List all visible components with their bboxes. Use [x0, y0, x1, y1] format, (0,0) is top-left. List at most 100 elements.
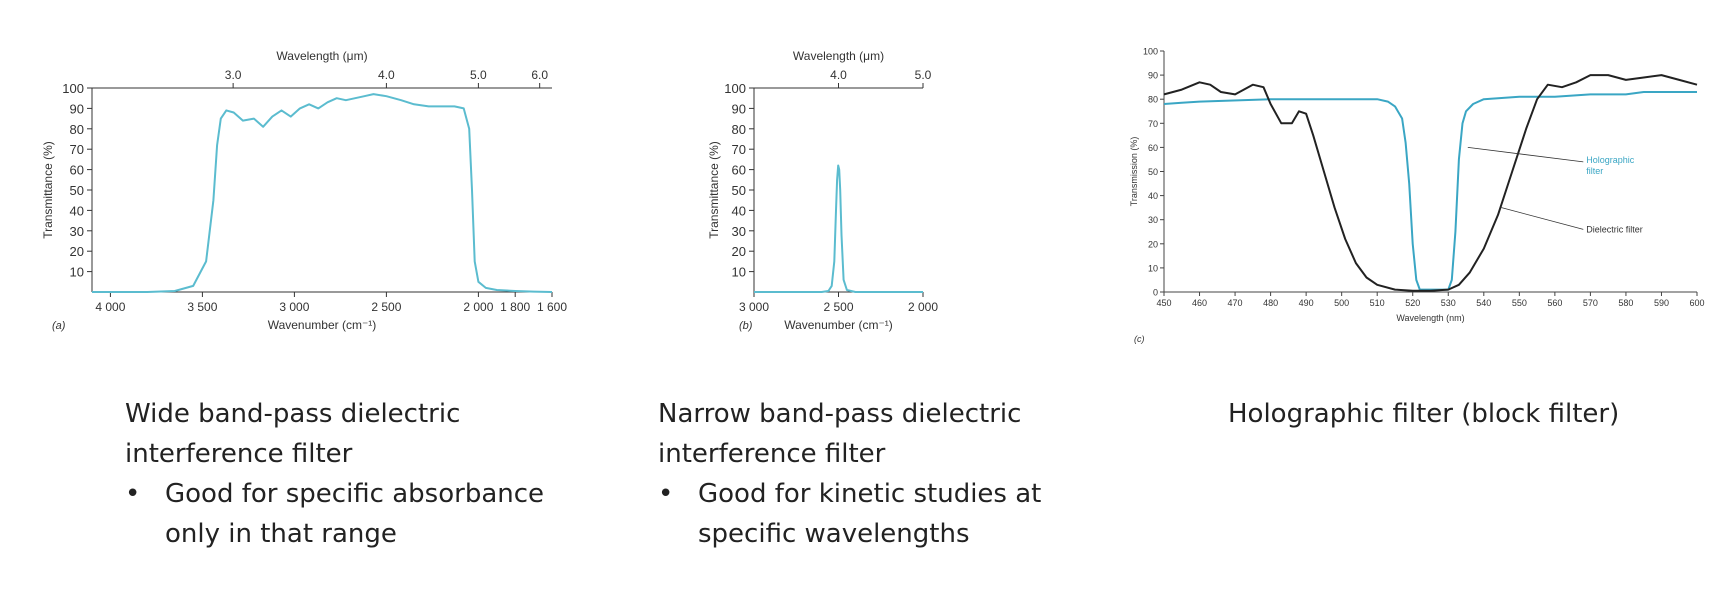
- y-tick-label: 20: [1148, 239, 1158, 249]
- top-tick-label: 3.0: [225, 68, 242, 82]
- x-tick-label: 490: [1299, 298, 1314, 308]
- dielectric-leader-line: [1501, 207, 1584, 230]
- y-tick-label: 40: [1148, 191, 1158, 201]
- y-tick-label: 20: [732, 244, 746, 259]
- y-tick-label: 50: [1148, 167, 1158, 177]
- top-tick-label: 5.0: [915, 68, 932, 82]
- x-tick-label: 1 600: [537, 300, 567, 314]
- x-axis-title: Wavelength (nm): [1396, 313, 1464, 323]
- y-tick-label: 30: [70, 224, 84, 239]
- y-tick-label: 70: [732, 142, 746, 157]
- y-tick-label: 90: [732, 101, 746, 116]
- holographic-filter-line: [1163, 91, 1697, 291]
- x-tick-label: 460: [1192, 298, 1207, 308]
- x-tick-label: 590: [1654, 298, 1669, 308]
- y-axis-title: Transmittance (%): [707, 141, 721, 239]
- y-tick-label: 10: [1148, 263, 1158, 273]
- caption-bullet: Good for specific absorbance only in tha…: [125, 474, 565, 554]
- y-tick-label: 0: [1153, 288, 1158, 298]
- x-tick-label: 560: [1547, 298, 1562, 308]
- chart-c-axes: 0 10 20 30 40 50 60 70 80 90 100 450 460 470 480 490 500…: [1129, 47, 1705, 345]
- dielectric-filter-line: [1163, 74, 1698, 292]
- y-tick-label: 80: [70, 122, 84, 137]
- transmittance-line: [92, 93, 553, 293]
- panel-label: (c): [1134, 334, 1145, 344]
- x-tick-label: 470: [1228, 298, 1243, 308]
- y-tick-label: 40: [70, 203, 84, 218]
- caption-wide-bandpass: Wide band-pass dielectric interference f…: [125, 394, 565, 554]
- top-axis-title: Wavelength (μm): [276, 49, 367, 63]
- top-tick-label: 6.0: [531, 68, 548, 82]
- transmittance-line: [754, 164, 923, 293]
- top-tick-label: 5.0: [470, 68, 487, 82]
- y-tick-label: 60: [1148, 143, 1158, 153]
- x-tick-label: 2 500: [371, 300, 401, 314]
- chart-c-svg: 0 10 20 30 40 50 60 70 80 90 100 450 460 470 480 490 500…: [1129, 47, 1705, 345]
- y-tick-label: 60: [70, 163, 84, 178]
- x-tick-label: 540: [1476, 298, 1491, 308]
- caption-title: Narrow band-pass dielectric interference…: [658, 399, 1022, 469]
- chart-b-svg: 10 20 30 40 50 60 70 80 90 100 3 000 2 500 2 000 4.0 5…: [707, 49, 938, 332]
- x-tick-label: 4 000: [95, 300, 125, 314]
- y-tick-label: 50: [732, 183, 746, 198]
- caption-narrow-bandpass: Narrow band-pass dielectric interference…: [658, 394, 1098, 554]
- y-tick-label: 100: [1143, 47, 1158, 57]
- caption-title: Holographic filter (block filter): [1228, 399, 1620, 429]
- caption-holographic: Holographic filter (block filter): [1228, 394, 1688, 434]
- y-tick-label: 60: [732, 163, 746, 178]
- top-tick-label: 4.0: [830, 68, 847, 82]
- y-tick-label: 10: [70, 265, 84, 280]
- y-tick-label: 90: [70, 101, 84, 116]
- x-tick-label: 510: [1370, 298, 1385, 308]
- x-tick-label: 550: [1512, 298, 1527, 308]
- x-axis-title: Wavenumber (cm⁻¹): [784, 318, 893, 332]
- chart-holographic: 0 10 20 30 40 50 60 70 80 90 100 450 460 470 480 490 500…: [1100, 0, 1725, 385]
- chart-a-svg: 10 20 30 40 50 60 70 80 90 100 4 000 3 500 3 000 2 50…: [41, 49, 567, 332]
- x-tick-label: 530: [1441, 298, 1456, 308]
- y-tick-label: 70: [70, 142, 84, 157]
- x-tick-label: 480: [1263, 298, 1278, 308]
- chart-narrow-bandpass: 10 20 30 40 50 60 70 80 90 100 3 000 2 500 2 000 4.0 5…: [690, 0, 970, 370]
- y-tick-label: 70: [1148, 119, 1158, 129]
- y-tick-label: 40: [732, 203, 746, 218]
- x-tick-label: 2 000: [908, 300, 938, 314]
- x-tick-label: 3 500: [187, 300, 217, 314]
- y-tick-label: 90: [1148, 71, 1158, 81]
- x-tick-label: 1 800: [500, 300, 530, 314]
- x-axis-title: Wavenumber (cm⁻¹): [268, 318, 377, 332]
- holographic-label-line1: Holographic: [1586, 155, 1635, 165]
- y-tick-label: 80: [732, 122, 746, 137]
- x-tick-label: 520: [1405, 298, 1420, 308]
- x-tick-label: 580: [1618, 298, 1633, 308]
- y-tick-label: 100: [724, 81, 746, 96]
- y-tick-label: 50: [70, 183, 84, 198]
- caption-bullets: Good for specific absorbance only in tha…: [125, 474, 565, 554]
- top-axis-title: Wavelength (μm): [793, 49, 884, 63]
- chart-a-axes: 10 20 30 40 50 60 70 80 90 100 4 000 3 500 3 000 2 50…: [41, 49, 567, 332]
- y-tick-label: 10: [732, 265, 746, 280]
- panel-label: (b): [739, 320, 753, 332]
- y-axis-title: Transmittance (%): [41, 141, 55, 239]
- x-tick-label: 500: [1334, 298, 1349, 308]
- y-tick-label: 20: [70, 244, 84, 259]
- x-tick-label: 2 000: [463, 300, 493, 314]
- y-tick-label: 80: [1148, 95, 1158, 105]
- x-tick-label: 3 000: [279, 300, 309, 314]
- top-tick-label: 4.0: [378, 68, 395, 82]
- chart-b-axes: 10 20 30 40 50 60 70 80 90 100 3 000 2 500 2 000 4.0 5…: [707, 49, 938, 332]
- holographic-label-line2: filter: [1586, 166, 1603, 176]
- holographic-filter-label: Holographic filter: [1586, 155, 1635, 176]
- caption-bullets: Good for kinetic studies at specific wav…: [658, 474, 1098, 554]
- y-axis-title: Transmission (%): [1129, 137, 1139, 207]
- holographic-leader-line: [1467, 147, 1584, 163]
- x-tick-label: 600: [1689, 298, 1704, 308]
- y-tick-label: 30: [1148, 215, 1158, 225]
- y-tick-label: 100: [62, 81, 84, 96]
- x-tick-label: 3 000: [739, 300, 769, 314]
- caption-bullet: Good for kinetic studies at specific wav…: [658, 474, 1098, 554]
- x-tick-label: 450: [1156, 298, 1171, 308]
- panel-label: (a): [52, 320, 66, 332]
- x-tick-label: 2 500: [823, 300, 853, 314]
- x-tick-label: 570: [1583, 298, 1598, 308]
- y-tick-label: 30: [732, 224, 746, 239]
